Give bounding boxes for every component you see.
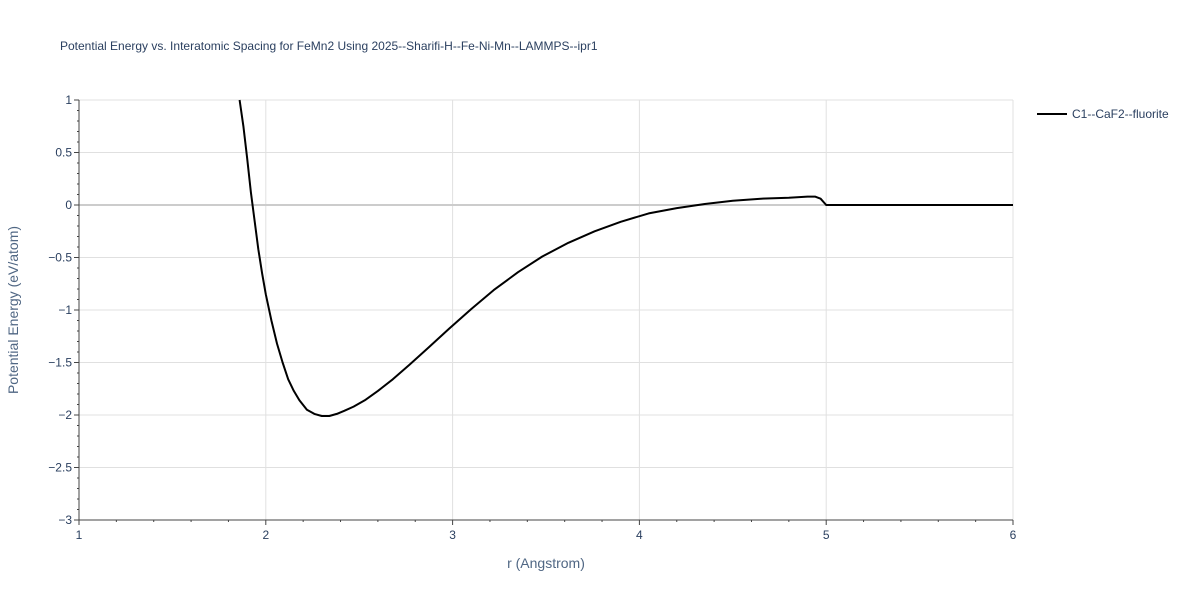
y-tick-label: −0.5 [48,251,72,265]
y-axis-title: Potential Energy (eV/atom) [5,226,21,394]
y-tick-label: 0 [65,198,72,212]
axes [74,99,1014,525]
y-tick-label: −2 [58,408,72,422]
plot-area [238,99,1013,417]
x-tick-label: 5 [823,528,830,542]
x-tick-label: 4 [636,528,643,542]
y-tick-label: −3 [58,513,72,527]
chart-title: Potential Energy vs. Interatomic Spacing… [60,39,598,53]
x-tick-label: 3 [449,528,456,542]
x-tick-label: 2 [262,528,269,542]
series-line [238,99,1013,417]
y-tick-label: 0.5 [55,146,72,160]
y-tick-label: −1.5 [48,356,72,370]
x-axis-ticks: 1 2 3 4 5 6 [76,528,1017,542]
x-axis-title: r (Angstrom) [507,555,585,571]
legend-label: C1--CaF2--fluorite [1072,107,1169,121]
x-tick-label: 6 [1010,528,1017,542]
y-axis-ticks: 1 0.5 0 −0.5 −1 −1.5 −2 −2.5 −3 [48,93,72,527]
legend[interactable]: C1--CaF2--fluorite [1037,107,1169,121]
y-tick-label: −2.5 [48,461,72,475]
gridlines [79,99,1014,520]
y-tick-label: −1 [58,303,72,317]
y-tick-label: 1 [65,93,72,107]
x-tick-label: 1 [76,528,83,542]
